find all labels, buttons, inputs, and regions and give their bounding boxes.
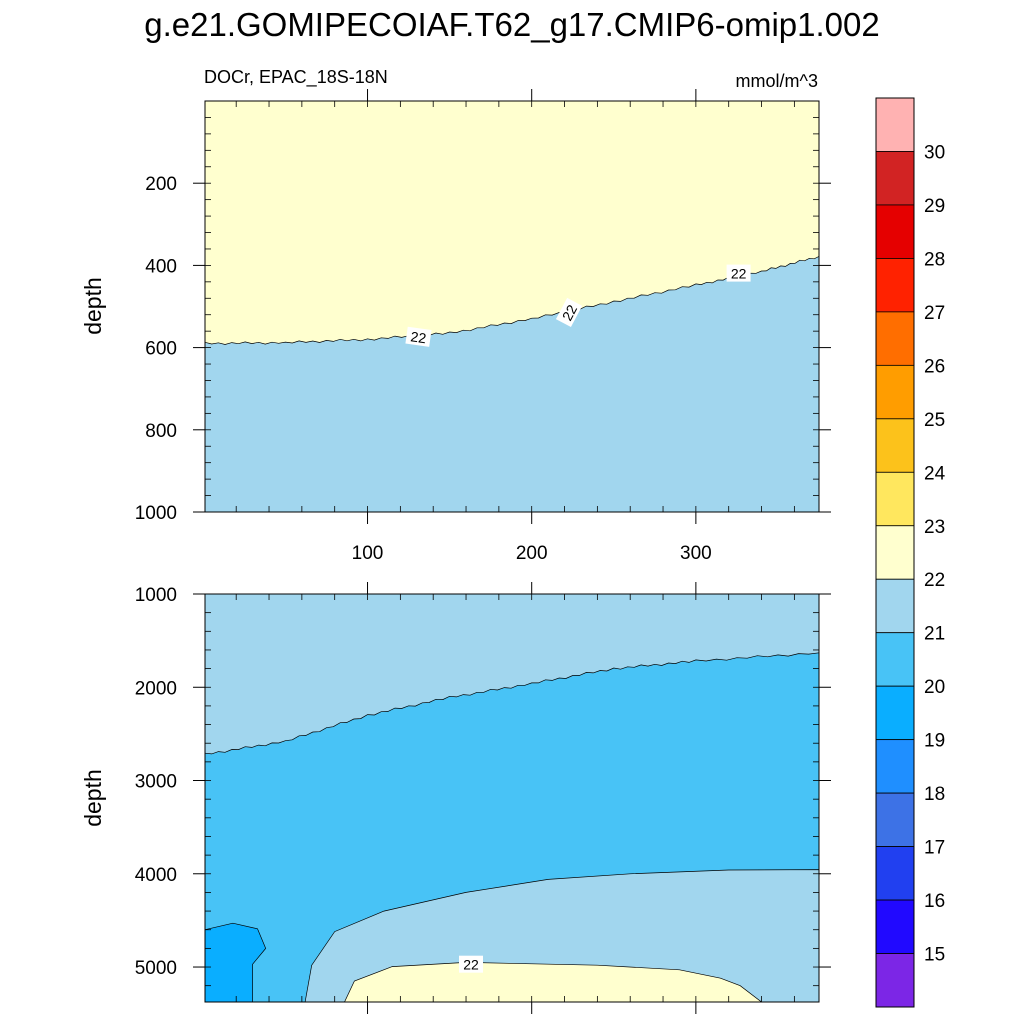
svg-text:22: 22	[463, 957, 479, 973]
y-tick-label: 2000	[135, 678, 177, 699]
lower-plot-frame	[204, 593, 820, 1003]
lower-contour-line-3	[344, 962, 763, 1002]
y-tick-label: 1000	[135, 503, 177, 524]
y-tick-label: 1000	[135, 585, 177, 606]
units-label: mmol/m^3	[736, 71, 818, 91]
lower-region-19-20-2	[205, 923, 266, 1002]
colorbar-frame	[875, 97, 915, 1008]
upper-contour-panel: 22 22 22 200 400 600 800 1000 100 200 300 depth	[80, 89, 831, 564]
upper-region-22-23-0	[205, 101, 819, 345]
colorbar-label: 21	[924, 624, 945, 645]
lower-region-22-23-3	[344, 962, 762, 1002]
colorbar-label: 15	[924, 945, 945, 966]
colorbar-label: 17	[924, 838, 945, 859]
upper-y-axis-label: depth	[80, 277, 106, 335]
colorbar-swatch-23-24	[875, 471, 915, 527]
colorbar-swatch-20-21	[875, 632, 915, 687]
colorbar-swatch-24-25	[875, 418, 915, 473]
lower-contour-line-2	[205, 922, 267, 1002]
colorbar-label: 20	[924, 677, 945, 698]
x-tick-label: 200	[516, 543, 548, 564]
colorbar-label: 23	[924, 517, 945, 538]
colorbar-swatch-25-26	[875, 364, 915, 420]
colorbar-label: 28	[924, 249, 945, 270]
y-tick-label: 5000	[135, 958, 177, 979]
colorbar-label: 18	[924, 784, 945, 805]
y-tick-label: 400	[145, 256, 177, 277]
x-tick-label: 100	[352, 543, 384, 564]
colorbar-swatch-22-23	[875, 525, 915, 580]
colorbar-swatch-26-27	[875, 311, 915, 366]
upper-contour-label-2: 22	[726, 264, 751, 282]
lower-contour-label-0: 22	[459, 955, 483, 973]
lower-contour-field: 22	[205, 594, 819, 1002]
colorbar-swatch-19-20	[875, 685, 915, 741]
colorbar-swatch-29-30	[875, 151, 915, 206]
colorbar-label: 22	[924, 570, 945, 591]
colorbar: 30 29 28 27 26 25 24 23 22 21 20 19 18 17 16 15	[875, 97, 946, 1008]
svg-text:22: 22	[410, 328, 428, 346]
colorbar-swatch-15-16	[875, 899, 915, 954]
colorbar-swatch-21-22	[875, 578, 915, 634]
colorbar-swatch-below_15	[875, 953, 915, 1008]
colorbar-swatch-above_30	[875, 97, 915, 152]
svg-text:22: 22	[731, 266, 747, 282]
lower-region-21-22-0	[205, 594, 819, 754]
colorbar-label: 30	[924, 142, 945, 163]
lower-contour-line-1	[304, 869, 819, 1002]
y-tick-label: 4000	[135, 865, 177, 886]
colorbar-label: 27	[924, 303, 945, 324]
y-tick-label: 600	[145, 339, 177, 360]
colorbar-label: 16	[924, 891, 945, 912]
lower-y-axis-label: depth	[80, 769, 106, 827]
svg-text:22: 22	[559, 302, 581, 323]
colorbar-label: 25	[924, 410, 945, 431]
upper-contour-field: 22 22 22	[205, 101, 819, 512]
upper-contour-label-1: 22	[555, 297, 583, 328]
colorbar-label: 29	[924, 196, 945, 217]
upper-plot-frame	[204, 100, 820, 513]
colorbar-label: 19	[924, 731, 945, 752]
colorbar-swatch-17-18	[875, 792, 915, 847]
lower-contour-panel: 22 1000 2000 3000 4000 5000 depth	[80, 582, 831, 1014]
lower-contour-line-0	[205, 652, 819, 755]
chart-title: g.e21.GOMIPECOIAF.T62_g17.CMIP6-omip1.00…	[144, 6, 880, 43]
y-tick-label: 800	[145, 421, 177, 442]
upper-contour-label-0: 22	[405, 326, 432, 347]
colorbar-swatch-27-28	[875, 258, 915, 313]
colorbar-label: 24	[924, 463, 946, 484]
y-tick-label: 200	[145, 174, 177, 195]
x-tick-label: 300	[680, 543, 712, 564]
colorbar-label: 26	[924, 356, 945, 377]
colorbar-swatch-18-19	[875, 739, 915, 794]
colorbar-swatch-28-29	[875, 204, 915, 259]
y-tick-label: 3000	[135, 772, 177, 793]
colorbar-swatch-16-17	[875, 846, 915, 901]
variable-label: DOCr, EPAC_18S-18N	[204, 67, 388, 88]
